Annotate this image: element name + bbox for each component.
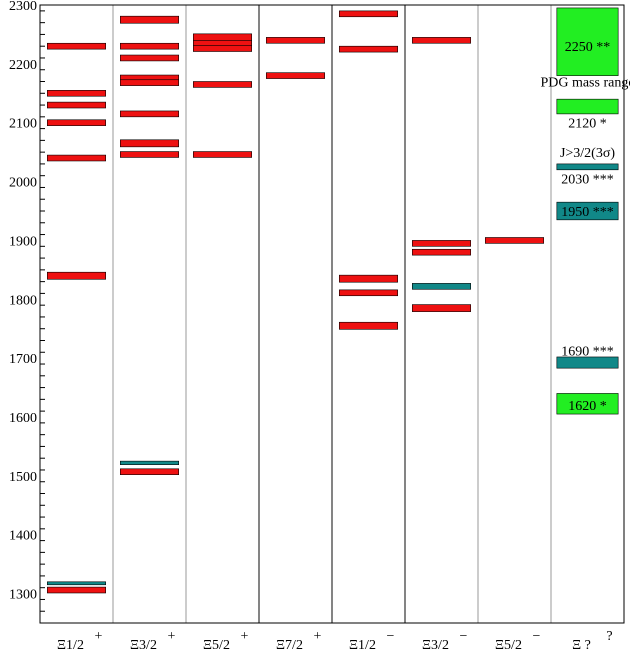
experimental-level-bar bbox=[46, 581, 107, 586]
pdg-box-label: 1690 *** bbox=[561, 344, 614, 359]
model-level-bar bbox=[120, 468, 180, 475]
pdg-mass-box bbox=[556, 163, 619, 171]
pdg-mass-box bbox=[556, 356, 619, 369]
column-label-sup: + bbox=[241, 629, 249, 644]
column-label: Ξ3/2 + bbox=[130, 629, 176, 653]
model-level-bar bbox=[338, 289, 398, 297]
model-level-bar bbox=[120, 151, 180, 158]
y-tick-label: 2300 bbox=[9, 0, 37, 14]
column-label-sup: − bbox=[460, 629, 468, 644]
model-level-bar bbox=[193, 81, 253, 88]
model-level-bar bbox=[120, 139, 180, 148]
pdg-box-label: 2120 * bbox=[568, 117, 607, 132]
experimental-level-bar bbox=[120, 460, 180, 465]
annotation-text: J>3/2(3σ) bbox=[560, 146, 615, 161]
column-label-text: Ξ5/2 bbox=[203, 638, 230, 653]
x-axis-labels: Ξ1/2+Ξ3/2+Ξ5/2+Ξ7/2+Ξ1/2−Ξ3/2−Ξ5/2−Ξ ?? bbox=[57, 629, 613, 653]
column-label: Ξ1/2− bbox=[349, 629, 395, 653]
column-label: Ξ5/2 + bbox=[203, 629, 249, 653]
column-label-text: Ξ5/2 bbox=[495, 638, 522, 653]
model-level-bar bbox=[338, 321, 398, 330]
pdg-mass-box bbox=[556, 201, 619, 221]
model-level-bar bbox=[265, 72, 325, 79]
model-level-bar bbox=[46, 101, 107, 109]
column-label-text: Ξ1/2 bbox=[349, 638, 376, 653]
model-level-bar bbox=[46, 154, 107, 162]
model-level-bar bbox=[265, 37, 325, 44]
column-separators bbox=[112, 5, 552, 623]
pdg-mass-box bbox=[556, 98, 619, 115]
model-level-bar bbox=[193, 33, 253, 42]
model-level-bar bbox=[120, 54, 180, 62]
y-tick-label: 1700 bbox=[9, 352, 37, 367]
model-level-bar bbox=[338, 45, 398, 53]
column-label-text: Ξ3/2 bbox=[130, 638, 157, 653]
annotation-text: PDG mass range bbox=[540, 76, 630, 91]
y-tick-label: 2000 bbox=[9, 176, 37, 191]
y-tick-label: 2100 bbox=[9, 117, 37, 132]
column-label-sup: ? bbox=[606, 629, 612, 644]
plot-frame bbox=[39, 4, 625, 624]
pdg-boxes: 2250 ** 2120 * 2030 *** 1950 *** 1690 *** 162… bbox=[556, 7, 619, 415]
column-label-text: Ξ3/2 bbox=[422, 638, 449, 653]
model-level-bar bbox=[411, 240, 471, 247]
y-tick-label: 1800 bbox=[9, 293, 37, 308]
model-level-bar bbox=[46, 586, 107, 594]
model-level-bar bbox=[411, 304, 471, 312]
model-level-bar bbox=[46, 90, 107, 97]
y-tick-label: 2200 bbox=[9, 58, 37, 73]
column-label-sup: + bbox=[95, 629, 103, 644]
model-level-bar bbox=[120, 79, 180, 86]
model-level-bar bbox=[193, 151, 253, 158]
column-label-text: Ξ7/2 bbox=[276, 638, 303, 653]
y-tick-label: 1900 bbox=[9, 234, 37, 249]
model-level-bar bbox=[120, 42, 180, 50]
model-level-bar bbox=[193, 45, 253, 52]
annotations: PDG mass range J>3/2(3σ) bbox=[540, 76, 630, 162]
column-label-sup: + bbox=[168, 629, 176, 644]
model-level-bar bbox=[338, 10, 398, 18]
model-level-bar bbox=[484, 237, 544, 244]
column-label: Ξ7/2 + bbox=[276, 629, 322, 653]
level-bars bbox=[46, 10, 544, 594]
model-level-bar bbox=[46, 42, 107, 50]
pdg-box-label: 2250 ** bbox=[565, 40, 611, 55]
column-label: Ξ ?? bbox=[572, 629, 612, 653]
model-level-bar bbox=[46, 119, 107, 126]
y-tick-label: 1400 bbox=[9, 529, 37, 544]
column-label: Ξ3/2− bbox=[422, 629, 468, 653]
experimental-level-bar bbox=[411, 283, 471, 290]
column-label: Ξ1/2 + bbox=[57, 629, 103, 653]
y-tick-label: 1600 bbox=[9, 411, 37, 426]
model-level-bar bbox=[338, 274, 398, 283]
y-axis: 1300 1400 1500 1600 1700 1800 1900 2000 2100 2200… bbox=[9, 0, 45, 624]
y-tick-label: 1300 bbox=[9, 588, 37, 603]
column-label: Ξ5/2− bbox=[495, 629, 541, 653]
model-level-bar bbox=[120, 15, 180, 24]
model-level-bar bbox=[46, 271, 107, 280]
column-label-text: Ξ ? bbox=[572, 638, 591, 653]
column-label-sup: − bbox=[533, 629, 541, 644]
model-level-bar bbox=[411, 37, 471, 44]
model-level-bar bbox=[120, 110, 180, 118]
pdg-mass-box bbox=[556, 7, 619, 76]
y-tick-label: 1500 bbox=[9, 470, 37, 485]
column-label-sup: + bbox=[314, 629, 322, 644]
pdg-box-label: 1620 * bbox=[568, 399, 607, 414]
model-level-bar bbox=[411, 248, 471, 256]
pdg-box-label: 2030 *** bbox=[561, 173, 614, 188]
column-label-sup: − bbox=[387, 629, 395, 644]
column-label-text: Ξ1/2 bbox=[57, 638, 84, 653]
pdg-box-label: 1950 *** bbox=[561, 205, 614, 220]
pdg-mass-box bbox=[556, 393, 619, 415]
